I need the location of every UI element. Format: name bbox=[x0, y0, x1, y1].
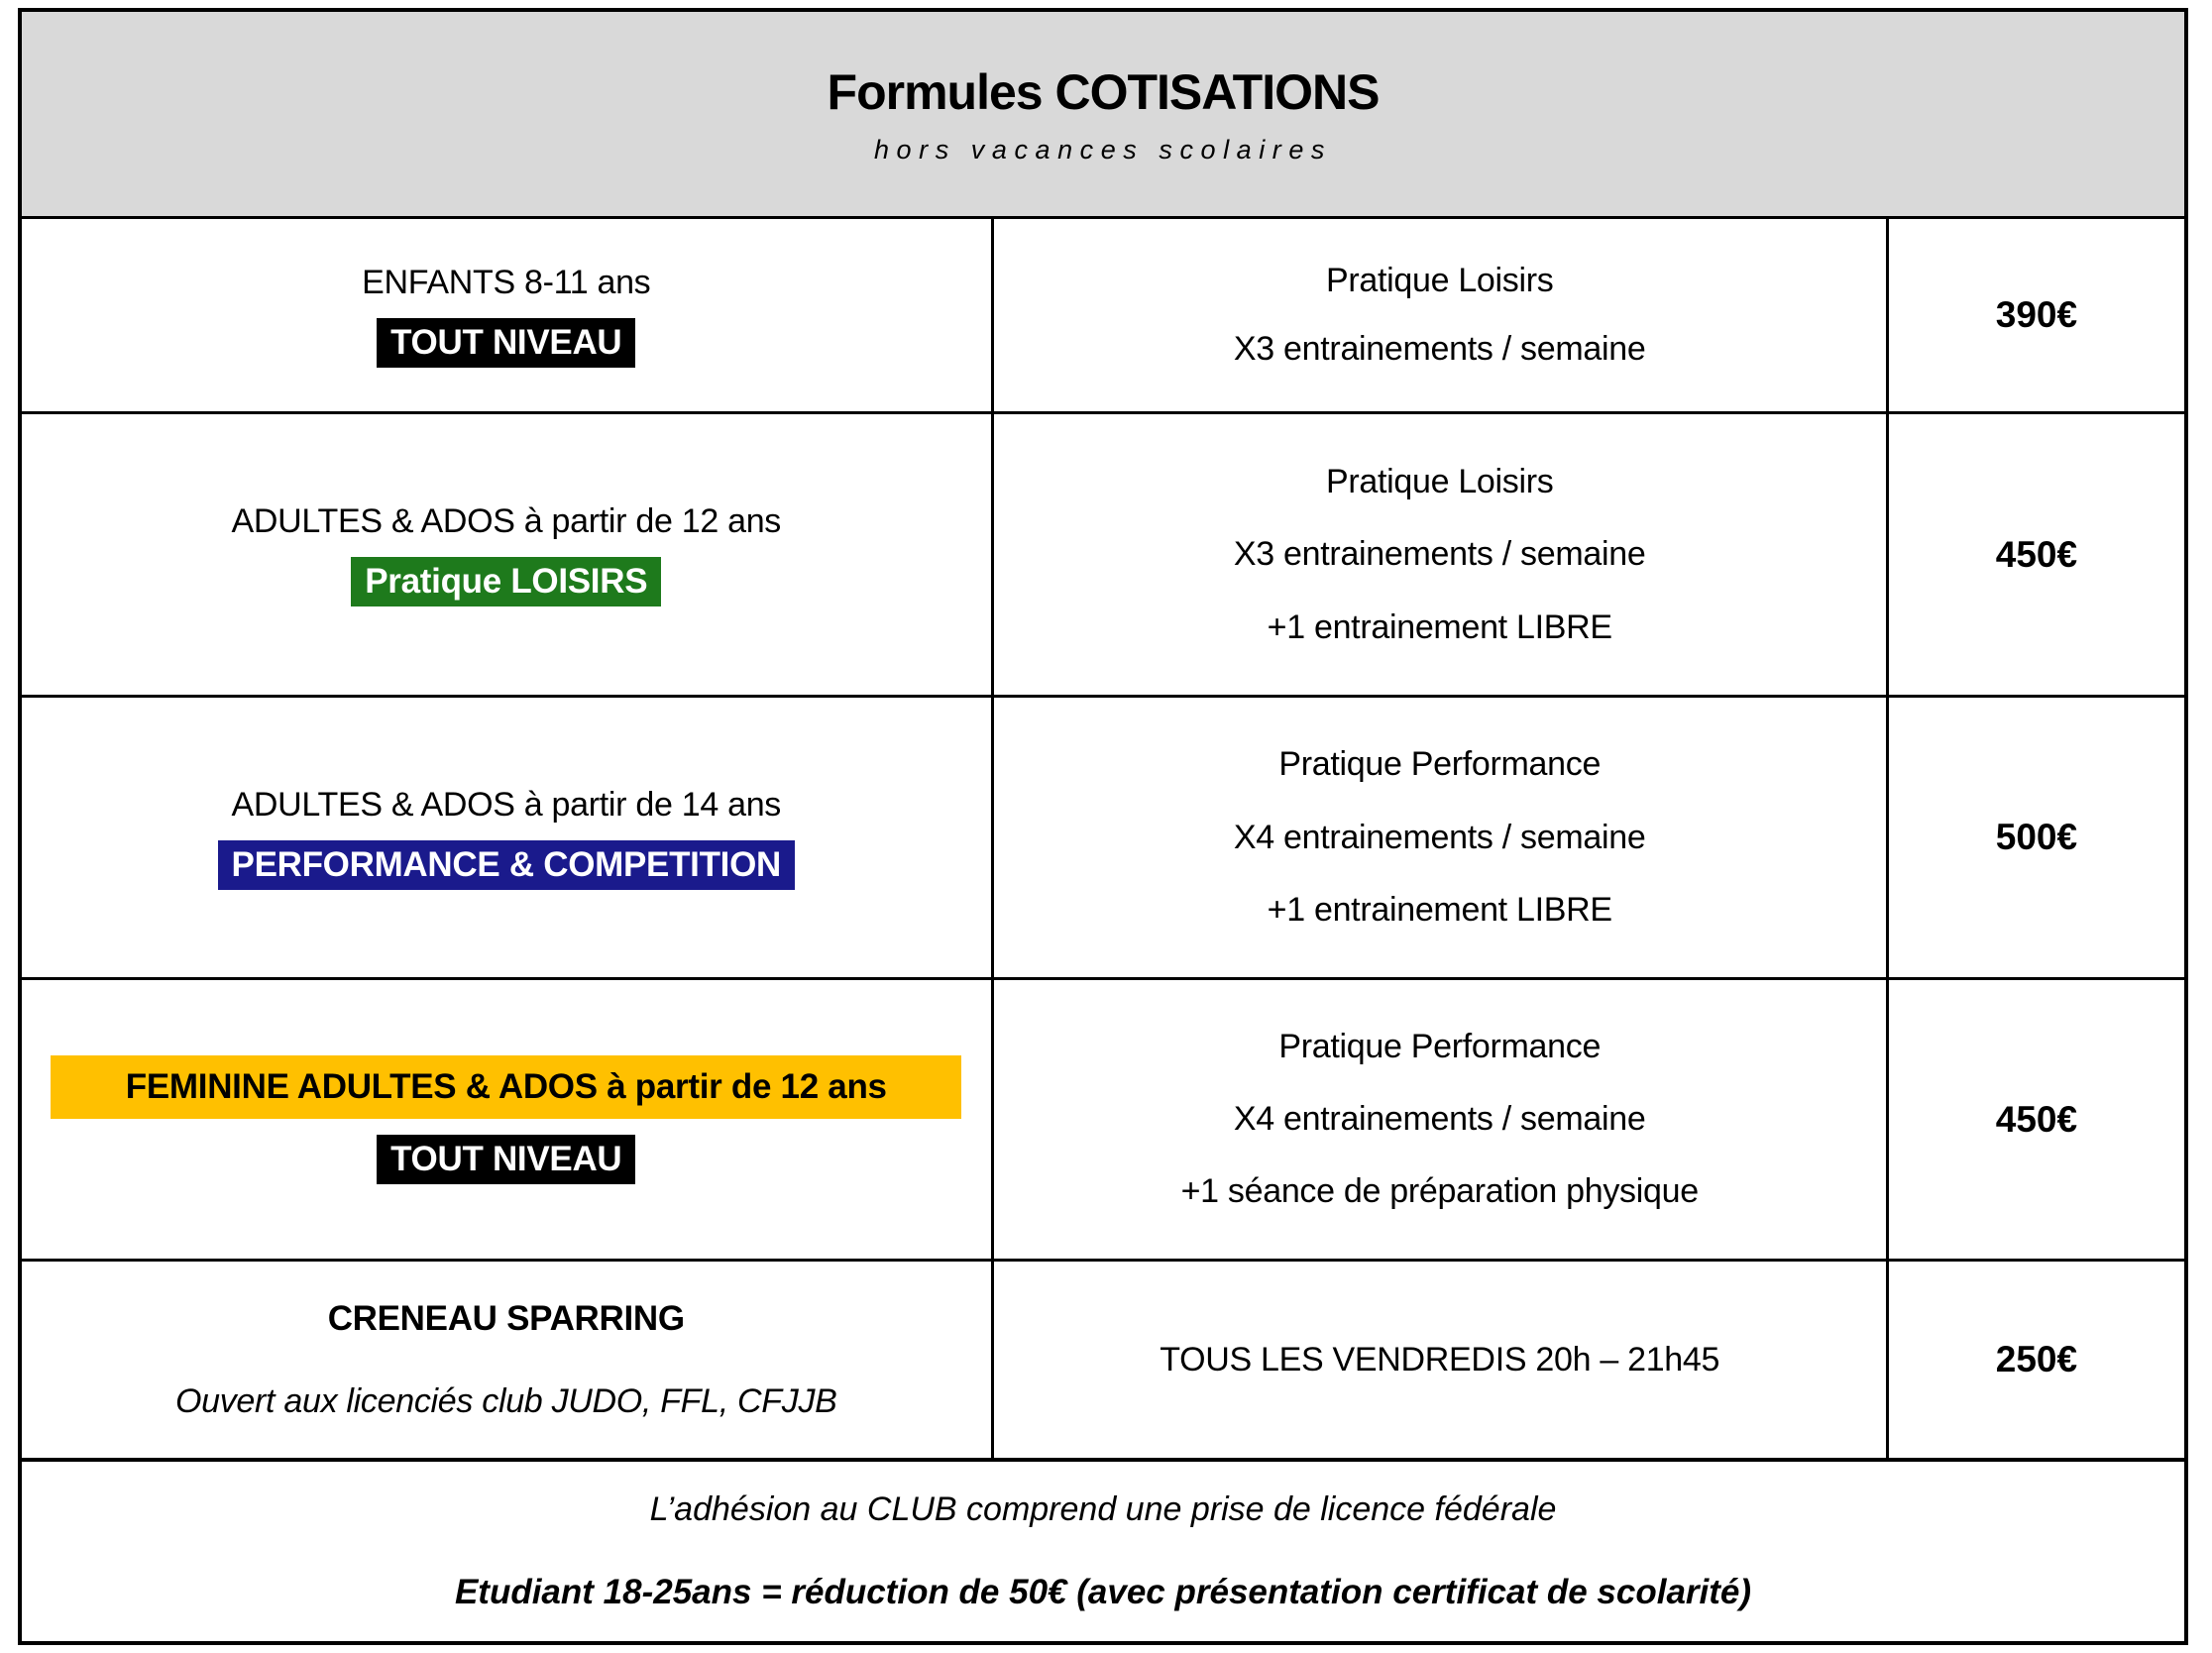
table-row-performance: ADULTES & ADOS à partir de 14 ans PERFOR… bbox=[22, 695, 2184, 977]
category-label: ADULTES & ADOS à partir de 12 ans bbox=[231, 502, 782, 540]
table-footer: L’adhésion au CLUB comprend une prise de… bbox=[22, 1458, 2184, 1641]
detail-line: X4 entrainements / semaine bbox=[1233, 818, 1646, 856]
level-badge: TOUT NIVEAU bbox=[377, 1134, 636, 1184]
details-cell: Pratique Performance X4 entrainements / … bbox=[990, 980, 1886, 1259]
detail-line: X3 entrainements / semaine bbox=[1233, 535, 1646, 573]
page-title: Formules COTISATIONS bbox=[827, 63, 1381, 120]
detail-line: +1 entrainement LIBRE bbox=[1267, 607, 1612, 646]
table-header: Formules COTISATIONS hors vacances scola… bbox=[22, 12, 2184, 216]
category-cell: FEMININE ADULTES & ADOS à partir de 12 a… bbox=[22, 980, 991, 1259]
price-cell: 390€ bbox=[1885, 219, 2184, 411]
category-label: ENFANTS 8-11 ans bbox=[362, 263, 651, 301]
category-cell: ADULTES & ADOS à partir de 14 ans PERFOR… bbox=[22, 698, 991, 977]
detail-line: TOUS LES VENDREDIS 20h – 21h45 bbox=[1160, 1340, 1720, 1378]
price-value: 500€ bbox=[1995, 817, 2078, 857]
details-cell: Pratique Performance X4 entrainements / … bbox=[990, 698, 1886, 977]
detail-line: X3 entrainements / semaine bbox=[1233, 329, 1646, 368]
footer-note-license: L’adhésion au CLUB comprend une prise de… bbox=[649, 1490, 1557, 1528]
level-badge: TOUT NIVEAU bbox=[377, 317, 636, 368]
detail-line: Pratique Performance bbox=[1278, 745, 1602, 784]
table-row-sparring: CRENEAU SPARRING Ouvert aux licenciés cl… bbox=[22, 1259, 2184, 1458]
detail-line: X4 entrainements / semaine bbox=[1233, 1100, 1646, 1138]
detail-line: Pratique Loisirs bbox=[1325, 262, 1554, 300]
price-cell: 450€ bbox=[1885, 414, 2184, 695]
price-value: 390€ bbox=[1995, 294, 2078, 335]
price-value: 450€ bbox=[1995, 533, 2078, 575]
detail-line: +1 séance de préparation physique bbox=[1180, 1172, 1700, 1210]
price-cell: 250€ bbox=[1885, 1262, 2184, 1458]
footer-note-student-discount: Etudiant 18-25ans = réduction de 50€ (av… bbox=[454, 1573, 1752, 1611]
price-cell: 450€ bbox=[1885, 980, 2184, 1259]
detail-line: Pratique Performance bbox=[1278, 1028, 1602, 1065]
price-value: 450€ bbox=[1995, 1098, 2078, 1140]
category-label: ADULTES & ADOS à partir de 14 ans bbox=[231, 785, 782, 824]
category-label: CRENEAU SPARRING bbox=[327, 1298, 685, 1338]
category-sublabel: Ouvert aux licenciés club JUDO, FFL, CFJ… bbox=[174, 1381, 837, 1420]
practice-badge: Pratique LOISIRS bbox=[351, 557, 662, 606]
category-cell: ADULTES & ADOS à partir de 12 ans Pratiq… bbox=[22, 414, 991, 695]
details-cell: Pratique Loisirs X3 entrainements / sema… bbox=[990, 414, 1886, 695]
table-row-enfants: ENFANTS 8-11 ans TOUT NIVEAU Pratique Lo… bbox=[22, 216, 2184, 411]
table-row-loisirs: ADULTES & ADOS à partir de 12 ans Pratiq… bbox=[22, 411, 2184, 695]
category-cell: ENFANTS 8-11 ans TOUT NIVEAU bbox=[22, 219, 991, 411]
details-cell: Pratique Loisirs X3 entrainements / sema… bbox=[990, 219, 1886, 411]
performance-badge: PERFORMANCE & COMPETITION bbox=[217, 839, 795, 890]
detail-line: Pratique Loisirs bbox=[1325, 462, 1554, 500]
category-label-highlighted: FEMININE ADULTES & ADOS à partir de 12 a… bbox=[51, 1054, 962, 1119]
table-row-feminine: FEMININE ADULTES & ADOS à partir de 12 a… bbox=[22, 977, 2184, 1259]
detail-line: +1 entrainement LIBRE bbox=[1267, 890, 1612, 929]
page-subtitle: hors vacances scolaires bbox=[873, 134, 1332, 165]
cotisations-table: Formules COTISATIONS hors vacances scola… bbox=[18, 8, 2188, 1645]
price-value: 250€ bbox=[1995, 1339, 2078, 1379]
price-cell: 500€ bbox=[1885, 698, 2184, 977]
category-cell: CRENEAU SPARRING Ouvert aux licenciés cl… bbox=[22, 1262, 991, 1458]
details-cell: TOUS LES VENDREDIS 20h – 21h45 bbox=[990, 1262, 1886, 1458]
